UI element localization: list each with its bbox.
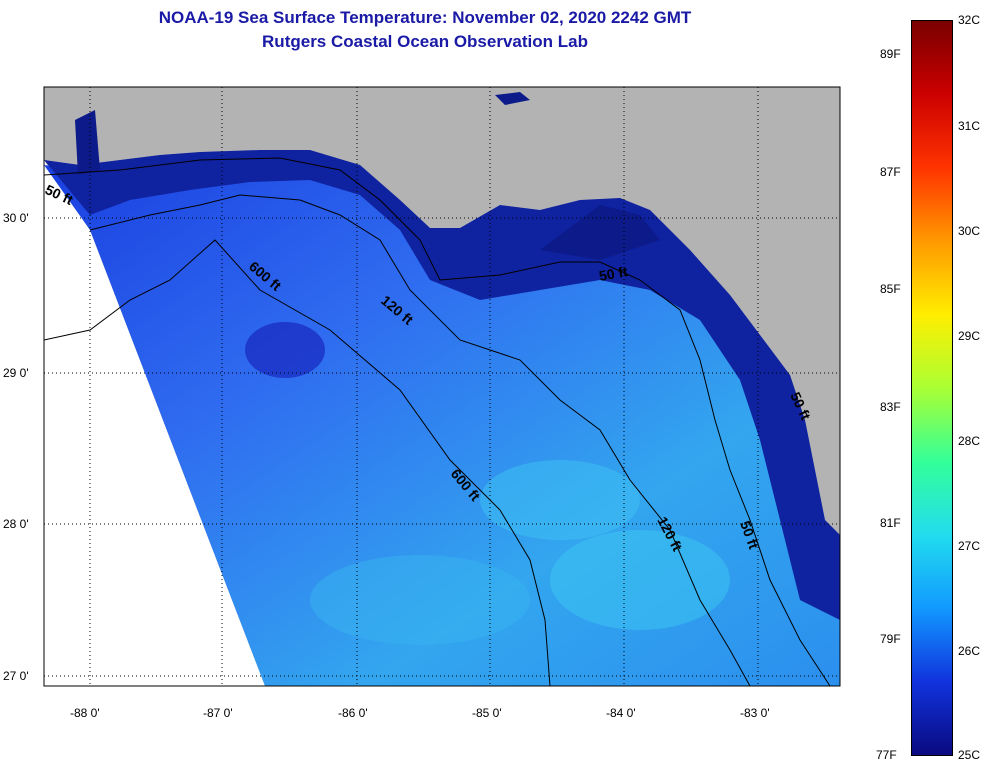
lon-label: -83 0' — [740, 706, 770, 720]
cold-eddy — [245, 322, 325, 378]
contour-label: 50 ft — [598, 263, 629, 284]
colorbar-f-label: 81F — [880, 516, 901, 530]
lon-label: -86 0' — [338, 706, 368, 720]
colorbar-c-label: 26C — [958, 644, 981, 658]
colorbar-c-label: 29C — [958, 329, 981, 343]
colorbar-f-label: 85F — [880, 282, 901, 296]
colorbar-c-label: 30C — [958, 224, 981, 238]
colorbar-c-label: 31C — [958, 119, 981, 133]
colorbar-f-label: 87F — [880, 165, 901, 179]
map-frame-content — [44, 87, 840, 686]
lat-label: 28 0' — [3, 517, 29, 531]
colorbar-c-label: 28C — [958, 434, 981, 448]
colorbar-c-label: 32C — [958, 13, 981, 27]
colorbar-f-label: 77F — [876, 748, 897, 762]
temperature-colorbar — [911, 20, 953, 756]
lon-label: -88 0' — [70, 706, 100, 720]
lat-label: 30 0' — [3, 211, 29, 225]
lon-label: -84 0' — [606, 706, 636, 720]
lat-label: 29 0' — [3, 366, 29, 380]
lat-label: 27 0' — [3, 669, 29, 683]
inland-water — [540, 205, 660, 260]
map-title: NOAA-19 Sea Surface Temperature: Novembe… — [158, 8, 692, 27]
graticule — [44, 87, 840, 686]
inland-water — [495, 92, 530, 105]
contour-600ft — [44, 239, 551, 686]
map-subtitle: Rutgers Coastal Ocean Observation Lab — [262, 32, 588, 51]
colorbar-f-label: 89F — [880, 47, 901, 61]
coastal-cold-band — [44, 150, 840, 620]
colorbar-f-label: 79F — [880, 632, 901, 646]
no-data-swath — [44, 160, 265, 686]
lon-label: -85 0' — [472, 706, 502, 720]
inland-water — [75, 110, 100, 175]
warm-patch — [310, 555, 530, 645]
colorbar-c-label: 25C — [958, 748, 981, 762]
contour-50ft — [44, 157, 831, 686]
warm-patch — [550, 530, 730, 630]
warm-patch — [480, 460, 640, 540]
contour-120ft — [89, 194, 751, 686]
colorbar-c-label: 27C — [958, 539, 981, 553]
colorbar-f-label: 83F — [880, 400, 901, 414]
lon-label: -87 0' — [203, 706, 233, 720]
map-frame — [43, 86, 841, 687]
